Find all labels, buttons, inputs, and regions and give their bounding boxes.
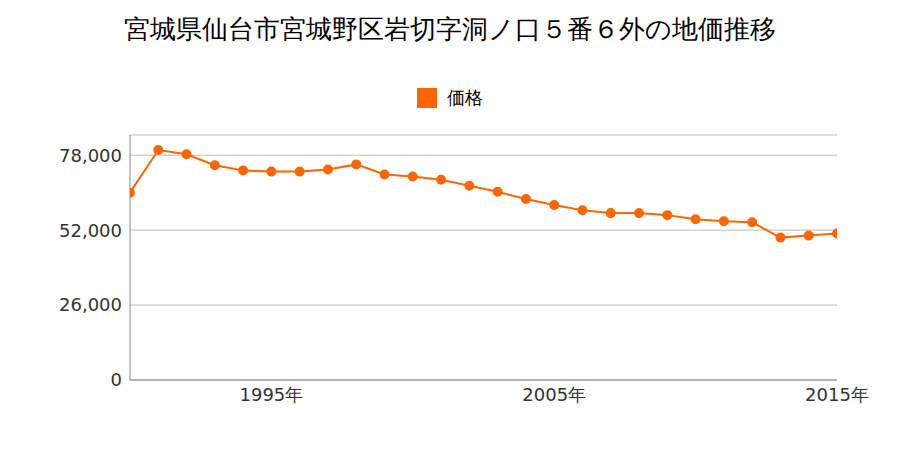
svg-text:2005年: 2005年 xyxy=(522,384,586,405)
svg-text:52,000: 52,000 xyxy=(59,220,122,241)
html-text:価格: 価格 xyxy=(447,87,483,108)
html-text:宮城県仙台市宮城野区岩切字洞ノ口５番６外の地価推移: 宮城県仙台市宮城野区岩切字洞ノ口５番６外の地価推移 xyxy=(124,14,776,44)
svg-text:0: 0 xyxy=(111,369,122,390)
svg-text:78,000: 78,000 xyxy=(59,145,122,166)
svg-text:26,000: 26,000 xyxy=(59,294,122,315)
svg-text:1995年: 1995年 xyxy=(239,384,303,405)
svg-text:2015年: 2015年 xyxy=(805,384,869,405)
